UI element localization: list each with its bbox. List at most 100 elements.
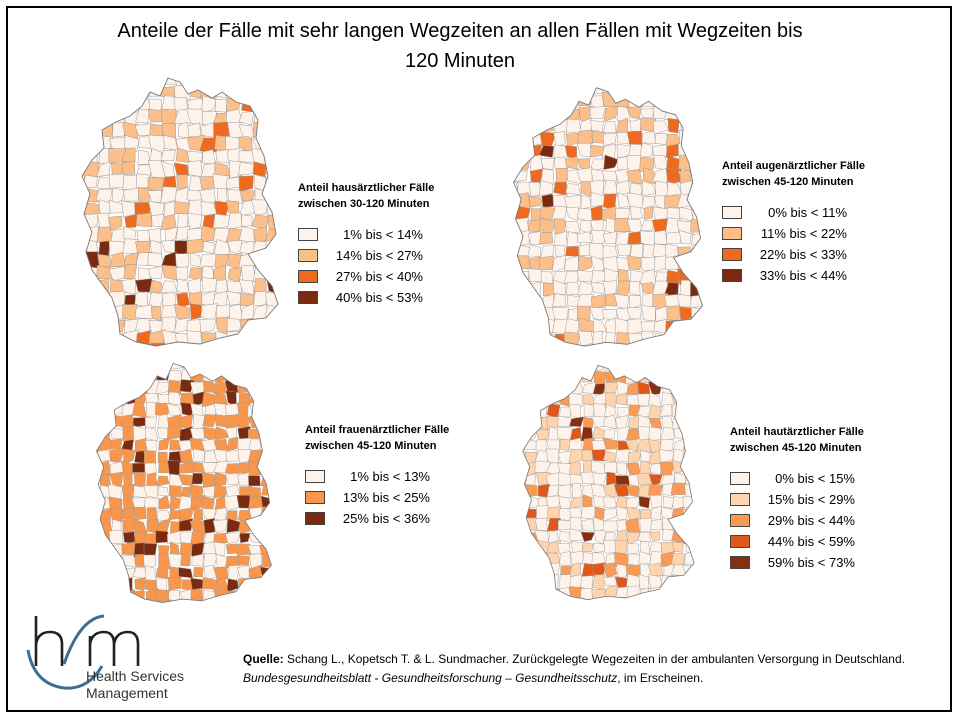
legend-item: 0% bis < 11%: [722, 202, 865, 223]
map-region: [120, 367, 136, 384]
map-region: [616, 256, 632, 272]
map-region: [181, 600, 195, 603]
map-region: [148, 228, 162, 243]
map-region: [522, 574, 528, 589]
map-region: [540, 343, 557, 347]
map-region: [513, 142, 517, 159]
map-region: [261, 553, 272, 568]
map-region: [158, 437, 170, 451]
map-region: [151, 213, 165, 227]
map-region: [514, 104, 532, 120]
map-region: [191, 553, 204, 567]
map-region: [109, 78, 124, 85]
map-region: [158, 599, 171, 603]
map-region: [665, 217, 680, 235]
map-region: [134, 577, 147, 592]
map-region: [671, 506, 685, 521]
map-region: [639, 343, 655, 347]
map-region: [581, 563, 594, 579]
map-region: [551, 343, 570, 347]
map-region: [534, 597, 547, 600]
map-region: [217, 187, 228, 205]
legend-title: Anteil hausärztlicher Fälle zwischen 30-…: [298, 182, 435, 210]
map-region: [701, 131, 703, 147]
map-region: [694, 474, 695, 485]
map-region: [264, 187, 278, 202]
map-region: [513, 334, 517, 347]
map-region: [672, 496, 686, 511]
map-region: [109, 599, 125, 603]
map-region: [696, 449, 708, 464]
map-region: [523, 508, 539, 519]
map-region: [569, 365, 585, 372]
map-region: [567, 87, 580, 95]
map-region: [513, 94, 519, 110]
map-region: [513, 87, 517, 97]
map-region: [280, 215, 287, 228]
map-region: [108, 319, 126, 333]
map-region: [591, 589, 606, 600]
map-region: [605, 217, 618, 235]
map-region: [626, 573, 640, 588]
map-region: [146, 363, 160, 372]
map-region: [82, 251, 87, 267]
source-suffix: , im Erscheinen.: [617, 671, 704, 685]
map-region: [110, 378, 125, 394]
map-region: [203, 552, 218, 568]
map-region: [665, 319, 679, 336]
map-region: [277, 161, 278, 179]
map-region: [199, 78, 218, 87]
map-region: [134, 507, 147, 521]
map-region: [653, 229, 668, 245]
map-region: [238, 392, 251, 406]
map-region: [82, 264, 86, 279]
map-region: [515, 87, 529, 94]
map-region: [137, 149, 151, 165]
map-region: [121, 160, 136, 175]
map-region: [582, 541, 594, 553]
map-region: [271, 485, 272, 498]
map-region: [693, 257, 703, 269]
map-region: [602, 451, 616, 463]
map-region: [603, 414, 617, 429]
map-region: [226, 280, 242, 294]
map-region: [513, 205, 516, 222]
map-region: [225, 472, 240, 485]
map-region: [602, 562, 618, 579]
map-region: [522, 451, 527, 464]
map-region: [602, 496, 618, 509]
map-region: [576, 142, 593, 158]
map-region: [576, 294, 594, 308]
map-region: [216, 347, 226, 352]
map-region: [200, 303, 218, 322]
map-region: [565, 183, 581, 196]
map-region: [249, 367, 264, 383]
map-region: [538, 180, 554, 196]
map-region: [190, 529, 206, 544]
map-region: [663, 600, 674, 605]
map-region: [270, 472, 272, 488]
map-region: [119, 567, 136, 581]
map-region: [133, 471, 146, 488]
map-region: [99, 363, 113, 372]
map-region: [626, 254, 643, 271]
map-region: [236, 363, 253, 372]
map-region: [147, 108, 163, 123]
map-region: [265, 266, 278, 281]
map-region: [522, 551, 538, 567]
map-region: [261, 363, 272, 372]
map-region: [627, 553, 641, 567]
map-region: [570, 550, 584, 566]
map-region: [155, 530, 169, 544]
map-region: [251, 78, 267, 88]
map-region: [187, 160, 203, 178]
map-region: [98, 566, 111, 581]
map-region: [537, 577, 549, 587]
map-region: [273, 580, 281, 589]
map-region: [192, 448, 205, 463]
map-region: [626, 496, 641, 509]
map-region: [264, 173, 278, 189]
map-region: [178, 518, 194, 532]
map-region: [615, 448, 630, 462]
map-region: [643, 205, 653, 220]
